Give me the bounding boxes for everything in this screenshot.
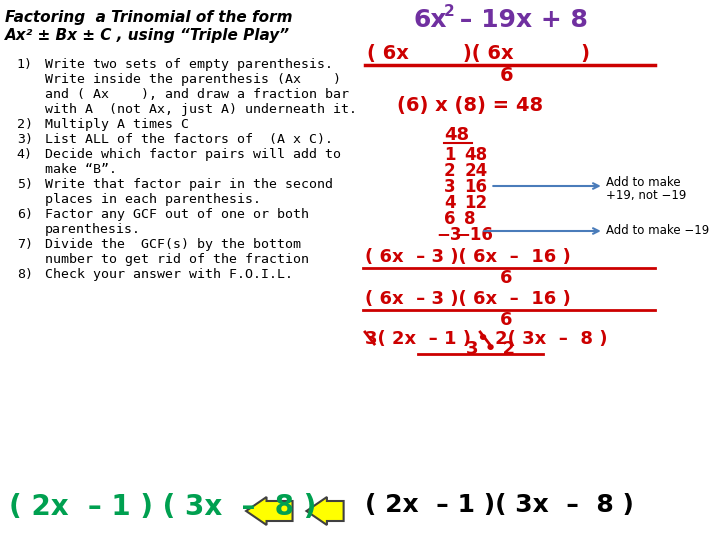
Text: Add to make −19: Add to make −19 xyxy=(606,224,710,237)
Text: – 19x + 8: – 19x + 8 xyxy=(451,8,588,32)
Text: number to get rid of the fraction: number to get rid of the fraction xyxy=(45,253,309,266)
Text: 48: 48 xyxy=(464,146,487,164)
Text: Write inside the parenthesis (Ax    ): Write inside the parenthesis (Ax ) xyxy=(45,73,341,86)
Text: 6: 6 xyxy=(500,66,513,85)
Text: make “B”.: make “B”. xyxy=(45,163,117,176)
Text: −16: −16 xyxy=(456,226,493,244)
Text: Write two sets of empty parenthesis.: Write two sets of empty parenthesis. xyxy=(45,58,333,71)
Text: 4): 4) xyxy=(17,148,32,161)
Text: ( 6x  – 3 )( 6x  –  16 ): ( 6x – 3 )( 6x – 16 ) xyxy=(365,290,571,308)
Text: 1): 1) xyxy=(17,58,32,71)
Text: List ALL of the factors of  (A x C).: List ALL of the factors of (A x C). xyxy=(45,133,333,146)
Text: places in each parenthesis.: places in each parenthesis. xyxy=(45,193,261,206)
Text: Decide which factor pairs will add to: Decide which factor pairs will add to xyxy=(45,148,341,161)
Text: 3( 2x  – 1 ) • 2( 3x  –  8 ): 3( 2x – 1 ) • 2( 3x – 8 ) xyxy=(365,330,608,348)
Text: ( 6x        )( 6x          ): ( 6x )( 6x ) xyxy=(367,44,590,63)
Text: 6: 6 xyxy=(444,210,456,228)
Text: 3): 3) xyxy=(17,133,32,146)
Text: 24: 24 xyxy=(464,162,487,180)
Text: 6: 6 xyxy=(500,311,512,329)
Text: Add to make: Add to make xyxy=(606,176,681,189)
Text: 7): 7) xyxy=(17,238,32,251)
Text: 3: 3 xyxy=(444,178,456,196)
Text: and ( Ax    ), and draw a fraction bar: and ( Ax ), and draw a fraction bar xyxy=(45,88,348,101)
Text: +19, not −19: +19, not −19 xyxy=(606,189,687,202)
Text: Factoring  a Trinomial of the form: Factoring a Trinomial of the form xyxy=(4,10,292,25)
Text: Factor any GCF out of one or both: Factor any GCF out of one or both xyxy=(45,208,309,221)
Text: (6) x (8) = 48: (6) x (8) = 48 xyxy=(397,96,544,115)
Text: with A  (not Ax, just A) underneath it.: with A (not Ax, just A) underneath it. xyxy=(45,103,356,116)
Text: ( 2x  – 1 )( 3x  –  8 ): ( 2x – 1 )( 3x – 8 ) xyxy=(365,493,634,517)
Text: 5): 5) xyxy=(17,178,32,191)
Text: 8): 8) xyxy=(17,268,32,281)
Text: Ax² ± Bx ± C , using “Triple Play”: Ax² ± Bx ± C , using “Triple Play” xyxy=(4,28,289,43)
Text: 1: 1 xyxy=(444,146,456,164)
Text: Write that factor pair in the second: Write that factor pair in the second xyxy=(45,178,333,191)
Text: ( 6x  – 3 )( 6x  –  16 ): ( 6x – 3 )( 6x – 16 ) xyxy=(365,248,571,266)
Text: −3: −3 xyxy=(436,226,462,244)
Text: ( 2x  – 1 ) ( 3x  –  8 ): ( 2x – 1 ) ( 3x – 8 ) xyxy=(9,493,317,521)
Text: 4: 4 xyxy=(444,194,456,212)
Text: 12: 12 xyxy=(464,194,487,212)
Text: Multiply A times C: Multiply A times C xyxy=(45,118,189,131)
Text: 2: 2 xyxy=(444,4,454,19)
Text: 16: 16 xyxy=(464,178,487,196)
Text: 3 • 2: 3 • 2 xyxy=(467,340,516,358)
Text: 2): 2) xyxy=(17,118,32,131)
Text: Check your answer with F.O.I.L.: Check your answer with F.O.I.L. xyxy=(45,268,292,281)
FancyArrow shape xyxy=(307,497,343,525)
Text: 6x: 6x xyxy=(413,8,447,32)
Text: 6): 6) xyxy=(17,208,32,221)
FancyArrow shape xyxy=(246,497,292,525)
Text: 48: 48 xyxy=(444,126,469,144)
Text: Divide the  GCF(s) by the bottom: Divide the GCF(s) by the bottom xyxy=(45,238,300,251)
Text: 2: 2 xyxy=(444,162,456,180)
Text: parenthesis.: parenthesis. xyxy=(45,223,140,236)
Text: 8: 8 xyxy=(464,210,476,228)
Text: 6: 6 xyxy=(500,269,512,287)
